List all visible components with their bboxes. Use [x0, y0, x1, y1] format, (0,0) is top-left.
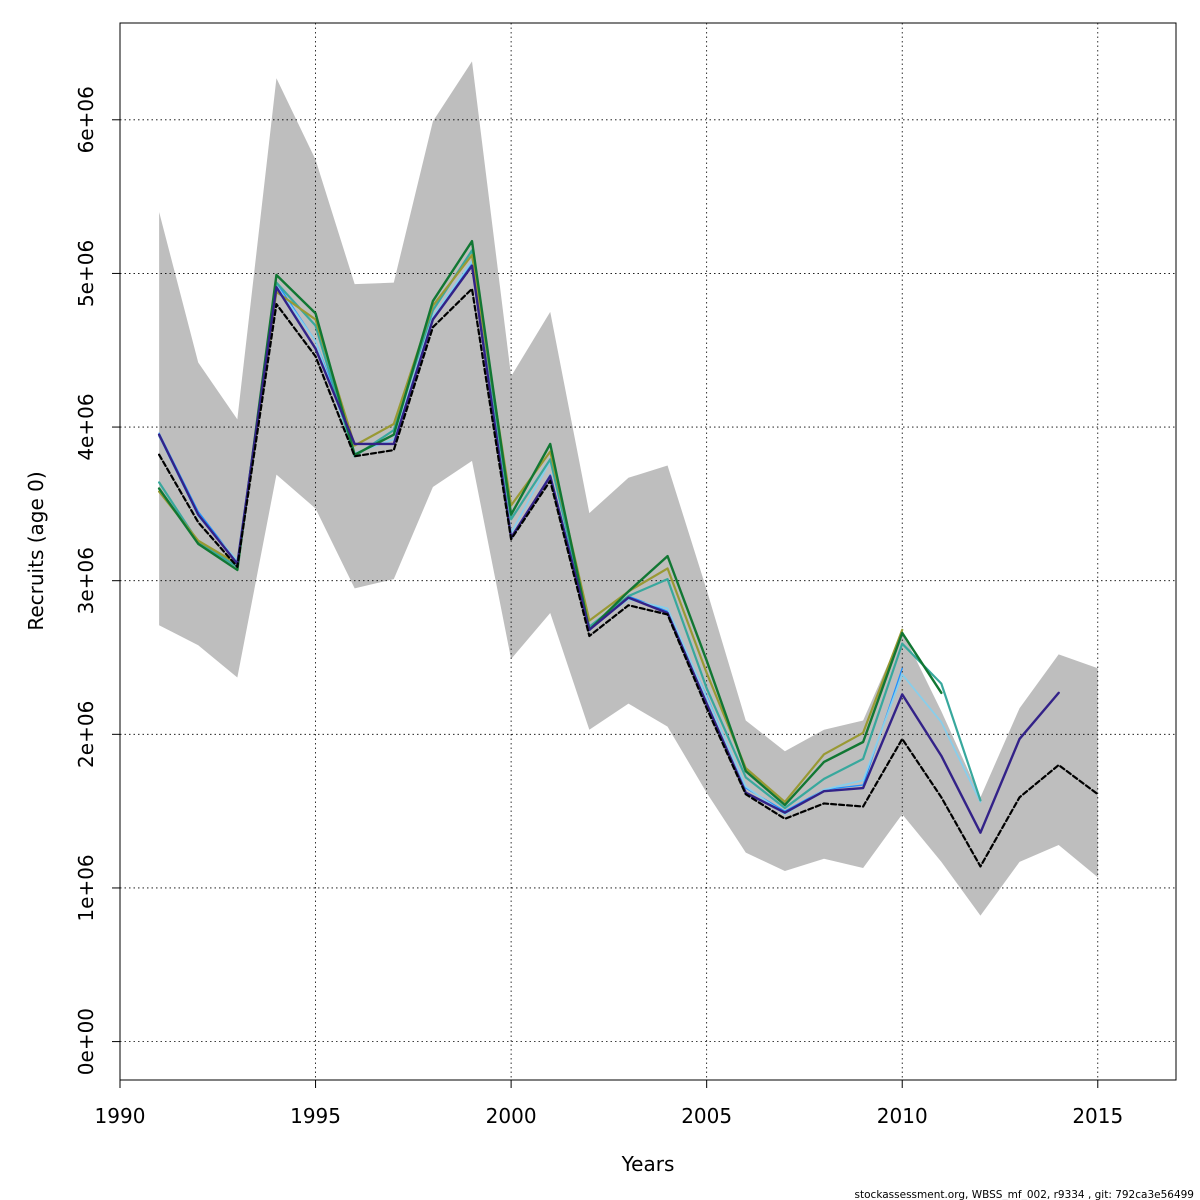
x-tick-label: 2010 [877, 1104, 928, 1128]
x-tick-label: 2000 [486, 1104, 537, 1128]
footer-credit: stockassessment.org, WBSS_mf_002, r9334 … [855, 1189, 1194, 1200]
y-tick-label: 6e+06 [74, 86, 98, 153]
series-line-3 [158, 249, 982, 810]
y-tick-label: 5e+06 [74, 240, 98, 307]
y-tick-label: 2e+06 [74, 701, 98, 768]
series-line-5 [157, 239, 943, 807]
axis-layer: 1990 1995 2000 2005 2010 2015 0e+00 1e+06 2e+06 3… [74, 86, 1123, 1128]
x-tick-label: 1995 [290, 1104, 341, 1128]
series-line-7 [158, 287, 1099, 868]
series-line-6 [157, 264, 1060, 834]
x-tick-label: 1990 [95, 1104, 146, 1128]
x-axis-title: Years [621, 1152, 675, 1176]
y-tick-label: 3e+06 [74, 547, 98, 614]
x-tick-label: 2015 [1072, 1104, 1123, 1128]
y-axis-title: Recruits (age 0) [24, 471, 48, 630]
confidence-band [159, 61, 1098, 916]
y-tick-label: 0e+00 [74, 1008, 98, 1075]
y-tick-label: 1e+06 [74, 854, 98, 921]
plot-frame [119, 22, 1177, 1081]
y-tick-label: 4e+06 [74, 393, 98, 460]
grid-layer [119, 23, 1176, 1080]
series-layer [157, 239, 1099, 868]
x-tick-label: 2005 [681, 1104, 732, 1128]
confidence-band-layer [159, 61, 1098, 916]
